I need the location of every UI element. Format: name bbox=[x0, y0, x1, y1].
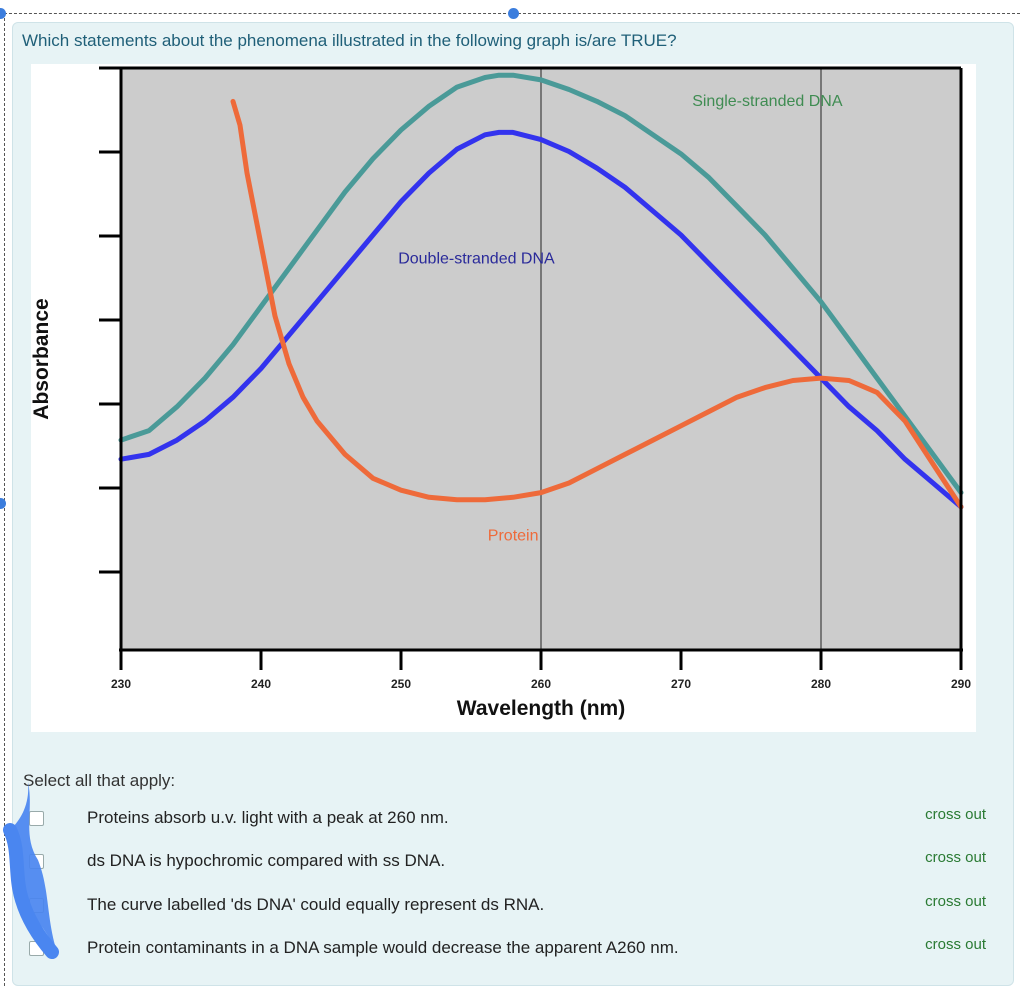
x-tick-label-240: 240 bbox=[251, 677, 271, 691]
series-line-protein bbox=[230, 98, 964, 510]
option-row-1: Proteins absorb u.v. light with a peak a… bbox=[0, 806, 1024, 838]
absorbance-chart: 230 240 250 260 270 280 290 Wavelength (nm) Abso… bbox=[31, 64, 976, 732]
x-tick-label-280: 280 bbox=[811, 677, 831, 691]
option-3-crossout-link[interactable]: cross out bbox=[925, 893, 986, 910]
series-line-single-stranded-dna bbox=[118, 72, 964, 496]
option-2-text[interactable]: ds DNA is hypochromic compared with ss D… bbox=[87, 851, 446, 870]
resize-handle-middle-left[interactable] bbox=[0, 498, 6, 509]
option-1-crossout-link[interactable]: cross out bbox=[925, 806, 986, 823]
select-all-label: Select all that apply: bbox=[23, 771, 176, 790]
option-row-4: Protein contaminants in a DNA sample wou… bbox=[0, 936, 1024, 968]
option-2-crossout-link[interactable]: cross out bbox=[925, 849, 986, 866]
option-1-checkbox[interactable] bbox=[29, 811, 44, 826]
x-tick-label-290: 290 bbox=[951, 677, 971, 691]
question-text: Which statements about the phenomena ill… bbox=[22, 31, 677, 50]
x-tick-label-260: 260 bbox=[531, 677, 551, 691]
y-axis-label: Absorbance bbox=[31, 298, 53, 419]
option-row-3: The curve labelled 'ds DNA' could equall… bbox=[0, 893, 1024, 925]
annotation-single-stranded-dna: Single-stranded DNA bbox=[692, 93, 843, 110]
x-tick-label-250: 250 bbox=[391, 677, 411, 691]
option-row-2: ds DNA is hypochromic compared with ss D… bbox=[0, 849, 1024, 881]
annotation-protein: Protein bbox=[488, 527, 539, 544]
annotation-double-stranded-dna: Double-stranded DNA bbox=[398, 251, 555, 268]
x-tick-label-230: 230 bbox=[111, 677, 131, 691]
resize-handle-top-left[interactable] bbox=[0, 8, 6, 19]
option-4-crossout-link[interactable]: cross out bbox=[925, 936, 986, 953]
x-tick-label-270: 270 bbox=[671, 677, 691, 691]
chart-svg: 230 240 250 260 270 280 290 Wavelength (nm) Abso… bbox=[31, 66, 971, 720]
option-4-text[interactable]: Protein contaminants in a DNA sample wou… bbox=[87, 938, 679, 957]
x-axis-label: Wavelength (nm) bbox=[457, 697, 625, 720]
resize-handle-top-center[interactable] bbox=[508, 8, 519, 19]
series-line-double-stranded-dna bbox=[118, 129, 964, 510]
option-1-text[interactable]: Proteins absorb u.v. light with a peak a… bbox=[87, 808, 449, 827]
blue-scribble-mark bbox=[3, 782, 59, 959]
option-3-text[interactable]: The curve labelled 'ds DNA' could equall… bbox=[87, 895, 545, 914]
